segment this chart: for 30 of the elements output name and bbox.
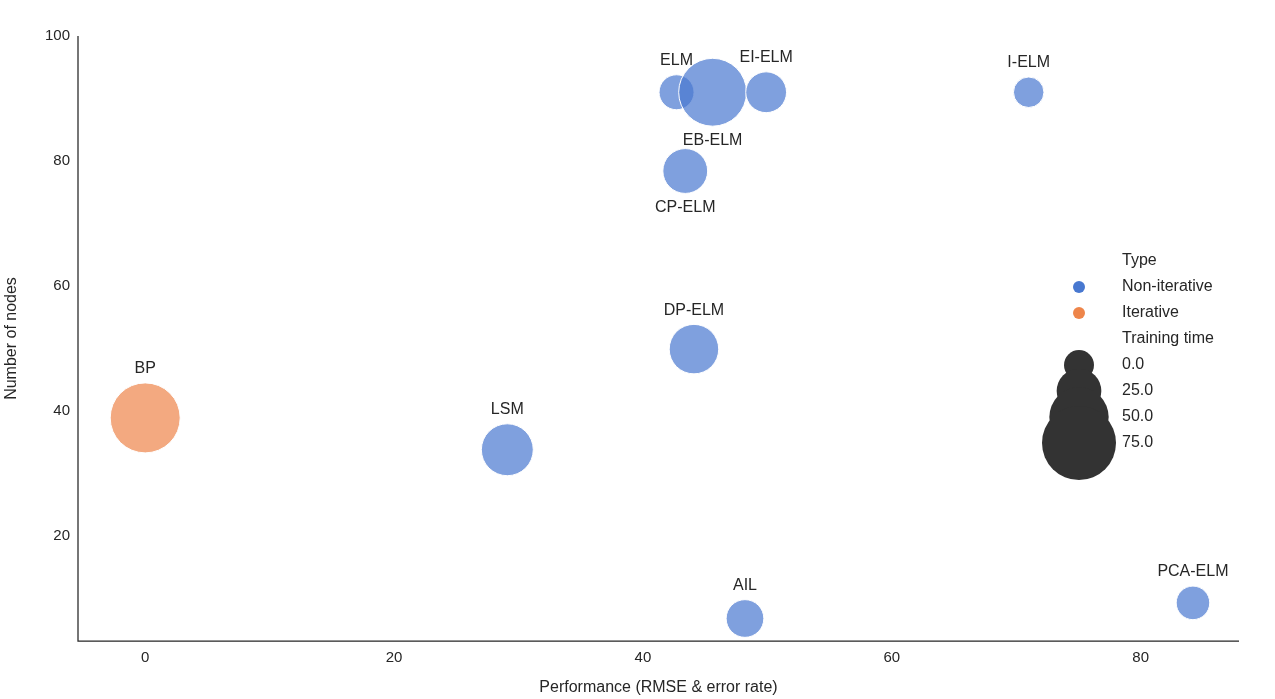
- legend-label: Iterative: [1122, 303, 1180, 321]
- x-tick-label: 80: [1132, 648, 1150, 666]
- annotation: ELM: [660, 51, 693, 69]
- annotation: 50.0: [1122, 407, 1154, 425]
- annotation: 25.0: [1122, 381, 1154, 399]
- annotation: CP-ELM: [655, 197, 716, 215]
- annotation: LSM: [490, 400, 524, 418]
- y-tick-label: 60: [53, 276, 70, 294]
- annotation: DP-ELM: [663, 300, 725, 318]
- x-tick-label: 20: [385, 648, 403, 666]
- x-axis-title: Performance (RMSE & error rate): [539, 677, 778, 695]
- y-tick-label: 80: [53, 151, 70, 169]
- y-tick-label: 100: [44, 26, 70, 44]
- x-tick-label: 60: [883, 648, 901, 666]
- y-tick-label: 20: [53, 526, 70, 544]
- annotation: 75.0: [1122, 433, 1154, 451]
- y-tick-label: 40: [53, 401, 70, 419]
- annotation: AIL: [732, 576, 758, 594]
- legend-title: Type: [1122, 251, 1157, 269]
- annotation: PCA-ELM: [1157, 562, 1229, 580]
- annotation: 0.0: [1122, 355, 1145, 373]
- x-tick-label: 0: [141, 648, 150, 666]
- legend-label: Non-iterative: [1122, 277, 1213, 295]
- annotation: EI-ELM: [739, 48, 793, 66]
- y-axis-title: Number of nodes: [2, 277, 20, 400]
- annotation: BP: [134, 359, 156, 377]
- annotation: Training time: [1122, 329, 1214, 347]
- x-tick-label: 40: [634, 648, 652, 666]
- annotation: EB-ELM: [682, 130, 743, 148]
- annotation: I-ELM: [1007, 53, 1051, 71]
